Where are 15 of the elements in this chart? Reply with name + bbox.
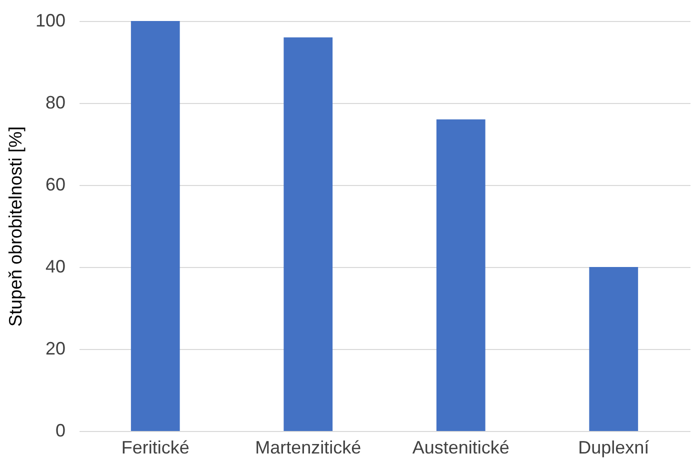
x-tick-label: Feritické	[121, 438, 190, 458]
bar	[589, 267, 638, 431]
y-tick-label: 20	[45, 338, 66, 358]
x-tick-label: Martenzitické	[255, 438, 362, 458]
x-tick-label: Duplexní	[578, 438, 650, 458]
bar	[436, 119, 486, 431]
y-tick-label: 40	[45, 256, 66, 276]
y-axis-title: Stupeň obrobitelnosti [%]	[5, 126, 26, 327]
y-tick-label: 0	[55, 420, 66, 440]
bar	[284, 37, 333, 431]
y-tick-label: 80	[45, 92, 66, 112]
y-tick-label: 60	[45, 174, 66, 194]
y-tick-label: 100	[35, 10, 66, 30]
bar	[130, 21, 180, 431]
x-tick-label: Austenitické	[412, 438, 510, 458]
